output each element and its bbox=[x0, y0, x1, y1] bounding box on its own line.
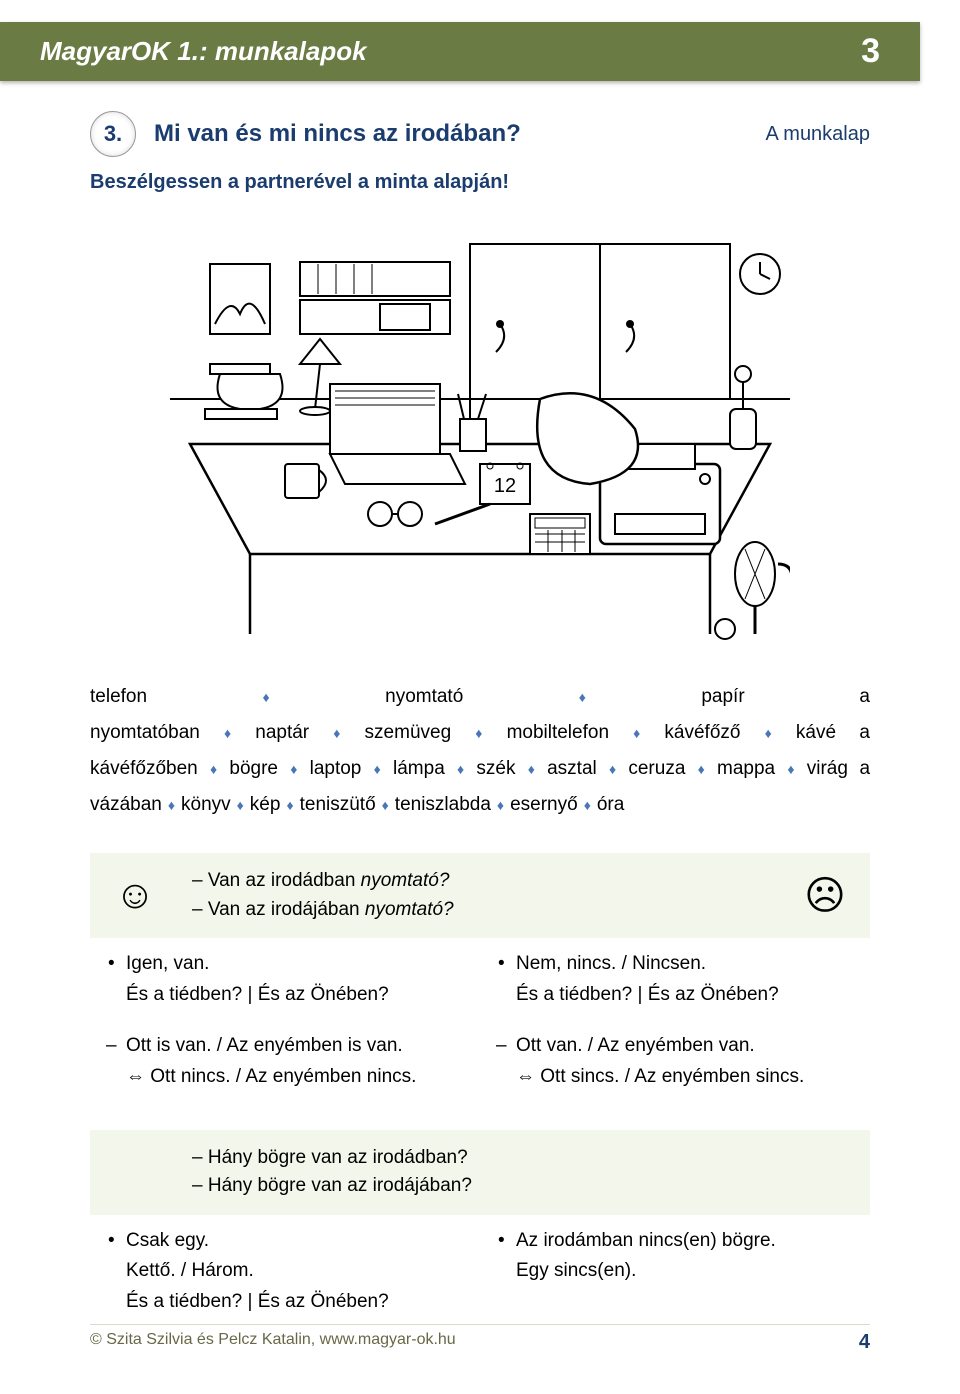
vocab-list: telefon♦nyomtató♦papír a nyomtatóban♦nap… bbox=[90, 679, 870, 823]
vocab-item: asztal bbox=[547, 758, 597, 779]
dialog2-q1: – Hány bögre van az irodádban? bbox=[192, 1144, 768, 1173]
dialog1-r1-right-l2: És a tiédben? | És az Önében? bbox=[516, 980, 850, 1010]
diamond-separator-icon: ♦ bbox=[198, 761, 230, 777]
vocab-item: szék bbox=[476, 758, 515, 779]
footer-page-number: 4 bbox=[859, 1331, 870, 1354]
dialog-block-2: – Hány bögre van az irodádban? – Hány bö… bbox=[90, 1130, 870, 1327]
vocab-item: kép bbox=[250, 794, 281, 815]
dialog1-r2-right: Ott van. / Az enyémben van. ⇔ Ott sincs.… bbox=[480, 1021, 870, 1102]
section-title: Mi van és mi nincs az irodában? bbox=[154, 120, 747, 148]
dialog1-r2-right-l2: Ott sincs. / Az enyémben sincs. bbox=[540, 1066, 804, 1087]
office-illustration: 12 bbox=[170, 214, 790, 649]
dialog1-q1-word: nyomtató? bbox=[361, 870, 450, 891]
section-right-label: A munkalap bbox=[765, 123, 870, 146]
svg-text:12: 12 bbox=[494, 475, 516, 497]
dialog1-r1-right: Nem, nincs. / Nincsen. És a tiédben? | É… bbox=[480, 939, 870, 1020]
dialog2-q2: – Hány bögre van az irodájában? bbox=[192, 1172, 768, 1201]
dialog1-q2-prefix: – Van az irodájában bbox=[192, 899, 365, 920]
header-bar: MagyarOK 1.: munkalapok 3 bbox=[0, 22, 920, 81]
diamond-separator-icon: ♦ bbox=[376, 797, 395, 813]
vocab-item: laptop bbox=[310, 758, 362, 779]
diamond-separator-icon: ♦ bbox=[200, 725, 255, 741]
dialog1-r1-left-l2: És a tiédben? | És az Önében? bbox=[126, 980, 460, 1010]
vocab-item: esernyő bbox=[510, 794, 578, 815]
diamond-separator-icon: ♦ bbox=[309, 725, 364, 741]
vocab-item: kávéfőző bbox=[664, 722, 740, 743]
dialog1-r2-right-l1: Ott van. / Az enyémben van. bbox=[516, 1031, 850, 1061]
dialog2-r1-right-l1: Az irodámban nincs(en) bögre. bbox=[516, 1226, 850, 1256]
dialog2-spacer-right bbox=[780, 1130, 870, 1215]
header-title: MagyarOK 1.: munkalapok bbox=[40, 36, 367, 67]
diamond-separator-icon: ♦ bbox=[491, 797, 510, 813]
dialog1-q2-word: nyomtató? bbox=[365, 899, 454, 920]
diamond-separator-icon: ♦ bbox=[162, 797, 181, 813]
dialog1-r1-left: Igen, van. És a tiédben? | És az Önében? bbox=[90, 939, 480, 1020]
dialog2-r1-right-l2: Egy sincs(en). bbox=[516, 1256, 850, 1286]
vocab-item: telefon bbox=[90, 686, 147, 707]
page-content: 3. Mi van és mi nincs az irodában? A mun… bbox=[0, 81, 960, 1327]
vocab-item: teniszlabda bbox=[395, 794, 491, 815]
dialog2-header: – Hány bögre van az irodádban? – Hány bö… bbox=[90, 1130, 870, 1215]
dialog1-r2-left-l1: Ott is van. / Az enyémben is van. bbox=[126, 1031, 460, 1061]
dialog2-r1-left-l1: Csak egy. bbox=[126, 1226, 460, 1256]
vocab-item: lámpa bbox=[393, 758, 445, 779]
header-page-number: 3 bbox=[861, 32, 880, 71]
diamond-separator-icon: ♦ bbox=[775, 761, 807, 777]
diamond-separator-icon: ♦ bbox=[278, 761, 310, 777]
vocab-item: mappa bbox=[717, 758, 775, 779]
diamond-separator-icon: ♦ bbox=[685, 761, 717, 777]
diamond-separator-icon: ♦ bbox=[231, 797, 250, 813]
sad-face-icon: ☹ bbox=[780, 853, 870, 938]
diamond-separator-icon: ♦ bbox=[361, 761, 393, 777]
diamond-separator-icon: ♦ bbox=[597, 761, 629, 777]
section-number-circle: 3. bbox=[90, 111, 136, 157]
vocab-item: naptár bbox=[255, 722, 309, 743]
instruction-text: Beszélgessen a partnerével a minta alapj… bbox=[90, 171, 870, 194]
vocab-item: teniszütő bbox=[300, 794, 376, 815]
diamond-separator-icon: ♦ bbox=[280, 797, 299, 813]
footer-credit: © Szita Szilvia és Pelcz Katalin, www.ma… bbox=[90, 1331, 456, 1354]
arrow-icon: ⇔ bbox=[516, 1066, 540, 1087]
dialog1-row-2: Ott is van. / Az enyémben is van. ⇔ Ott … bbox=[90, 1020, 870, 1102]
dialog2-r1-right: Az irodámban nincs(en) bögre. Egy sincs(… bbox=[480, 1216, 870, 1327]
dialog2-r1-left-l2: Kettő. / Három. bbox=[126, 1256, 460, 1286]
dialog2-r1-left: Csak egy. Kettő. / Három. És a tiédben? … bbox=[90, 1216, 480, 1327]
diamond-separator-icon: ♦ bbox=[609, 725, 664, 741]
vocab-item: ceruza bbox=[628, 758, 685, 779]
vocab-item: mobiltelefon bbox=[507, 722, 609, 743]
vocab-item: bögre bbox=[229, 758, 278, 779]
arrow-icon: ⇔ bbox=[126, 1066, 150, 1087]
dialog1-r1-left-l1: Igen, van. bbox=[126, 949, 460, 979]
dialog1-header: ☺ – Van az irodádban nyomtató? – Van az … bbox=[90, 853, 870, 938]
diamond-separator-icon: ♦ bbox=[740, 725, 795, 741]
vocab-item: óra bbox=[597, 794, 624, 815]
diamond-separator-icon: ♦ bbox=[445, 761, 477, 777]
diamond-separator-icon: ♦ bbox=[463, 689, 701, 705]
happy-face-icon: ☺ bbox=[90, 853, 180, 938]
dialog2-spacer-left bbox=[90, 1130, 180, 1215]
section-heading-row: 3. Mi van és mi nincs az irodában? A mun… bbox=[90, 111, 870, 157]
diamond-separator-icon: ♦ bbox=[578, 797, 597, 813]
dialog2-r1-left-l3: És a tiédben? | És az Önében? bbox=[126, 1287, 460, 1317]
dialog1-row-1: Igen, van. És a tiédben? | És az Önében?… bbox=[90, 938, 870, 1020]
dialog2-questions: – Hány bögre van az irodádban? – Hány bö… bbox=[180, 1130, 780, 1215]
dialog1-q1-prefix: – Van az irodádban bbox=[192, 870, 361, 891]
diamond-separator-icon: ♦ bbox=[147, 689, 385, 705]
dialog1-r2-left-l2: Ott nincs. / Az enyémben nincs. bbox=[150, 1066, 416, 1087]
dialog1-questions: – Van az irodádban nyomtató? – Van az ir… bbox=[180, 853, 780, 938]
vocab-item: szemüveg bbox=[365, 722, 452, 743]
diamond-separator-icon: ♦ bbox=[451, 725, 506, 741]
vocab-item: nyomtató bbox=[385, 686, 463, 707]
dialog2-row-1: Csak egy. Kettő. / Három. És a tiédben? … bbox=[90, 1215, 870, 1327]
vocab-item: könyv bbox=[181, 794, 231, 815]
diamond-separator-icon: ♦ bbox=[515, 761, 547, 777]
dialog1-r1-right-l1: Nem, nincs. / Nincsen. bbox=[516, 949, 850, 979]
dialog-block-1: ☺ – Van az irodádban nyomtató? – Van az … bbox=[90, 853, 870, 1102]
footer: © Szita Szilvia és Pelcz Katalin, www.ma… bbox=[90, 1324, 870, 1354]
dialog1-r2-left: Ott is van. / Az enyémben is van. ⇔ Ott … bbox=[90, 1021, 480, 1102]
